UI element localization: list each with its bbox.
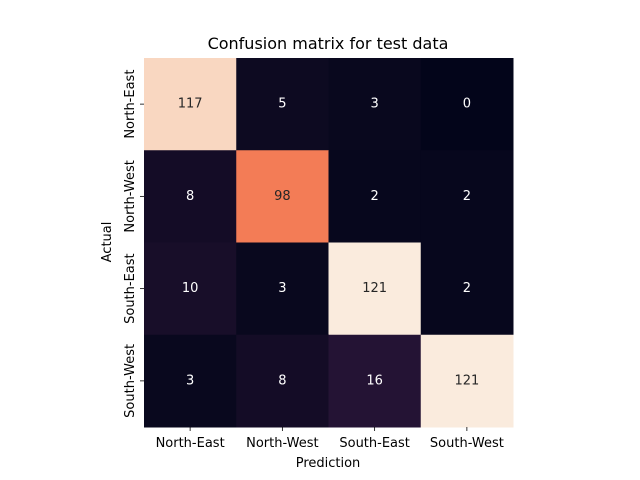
- heatmap-cell-r2-c3: [420, 242, 514, 336]
- heatmap-cell-r0-c1: [236, 58, 329, 151]
- heatmap-cell-r3-c0: [144, 334, 237, 428]
- heatmap-cell-r2-c2: [328, 242, 422, 336]
- y-tick-label: North-West: [123, 160, 138, 232]
- y-axis-label: Actual: [100, 222, 115, 263]
- chart-title: Confusion matrix for test data: [208, 34, 449, 53]
- y-tick-label: South-West: [123, 344, 138, 418]
- cell-value-r2-c2: 121: [362, 281, 387, 296]
- cell-value-r2-c1: 3: [278, 281, 286, 296]
- heatmap-cell-r2-c0: [144, 242, 237, 336]
- cell-value-r0-c2: 3: [370, 97, 378, 112]
- cell-value-r1-c1: 98: [274, 189, 291, 204]
- cell-value-r3-c0: 3: [186, 373, 194, 388]
- heatmap-cell-r3-c3: [420, 334, 514, 428]
- heatmap-cell-r2-c1: [236, 242, 329, 336]
- heatmap-cell-r3-c2: [328, 334, 422, 428]
- heatmap-cell-labels: 117 5 3 0 8 98 2 2 10 3 121 2 3 8 16 121: [178, 97, 480, 389]
- x-tick-label: North-West: [246, 436, 318, 451]
- x-tick-label: South-East: [339, 436, 410, 451]
- cell-value-r2-c0: 10: [182, 281, 199, 296]
- heatmap-cell-r0-c0: [144, 58, 237, 151]
- y-tick-label: North-East: [123, 70, 138, 139]
- cell-value-r1-c3: 2: [463, 189, 471, 204]
- x-tick-label: North-East: [156, 436, 225, 451]
- cell-value-r3-c3: 121: [454, 373, 479, 388]
- cell-value-r2-c3: 2: [463, 281, 471, 296]
- x-axis-ticks: North-East North-West South-East South-West: [156, 427, 504, 451]
- heatmap-cell-r0-c3: [420, 58, 514, 151]
- cell-value-r1-c0: 8: [186, 189, 194, 204]
- cell-value-r0-c0: 117: [178, 97, 203, 112]
- cell-value-r3-c1: 8: [278, 373, 286, 388]
- cell-value-r1-c2: 2: [370, 189, 378, 204]
- cell-value-r0-c1: 5: [278, 97, 286, 112]
- heatmap-cell-r1-c3: [420, 150, 514, 243]
- heatmap-cell-r1-c0: [144, 150, 237, 243]
- cell-value-r3-c2: 16: [366, 373, 383, 388]
- y-axis-ticks: North-East North-West South-East South-West: [123, 70, 144, 418]
- x-tick-label: South-West: [430, 436, 504, 451]
- heatmap-cell-r1-c2: [328, 150, 422, 243]
- heatmap-cell-r3-c1: [236, 334, 329, 428]
- heatmap-cell-r0-c2: [328, 58, 422, 151]
- y-tick-label: South-East: [123, 253, 138, 324]
- x-axis-label: Prediction: [296, 456, 361, 471]
- cell-value-r0-c3: 0: [463, 97, 471, 112]
- heatmap-cells: [144, 58, 514, 428]
- heatmap-cell-r1-c1: [236, 150, 329, 243]
